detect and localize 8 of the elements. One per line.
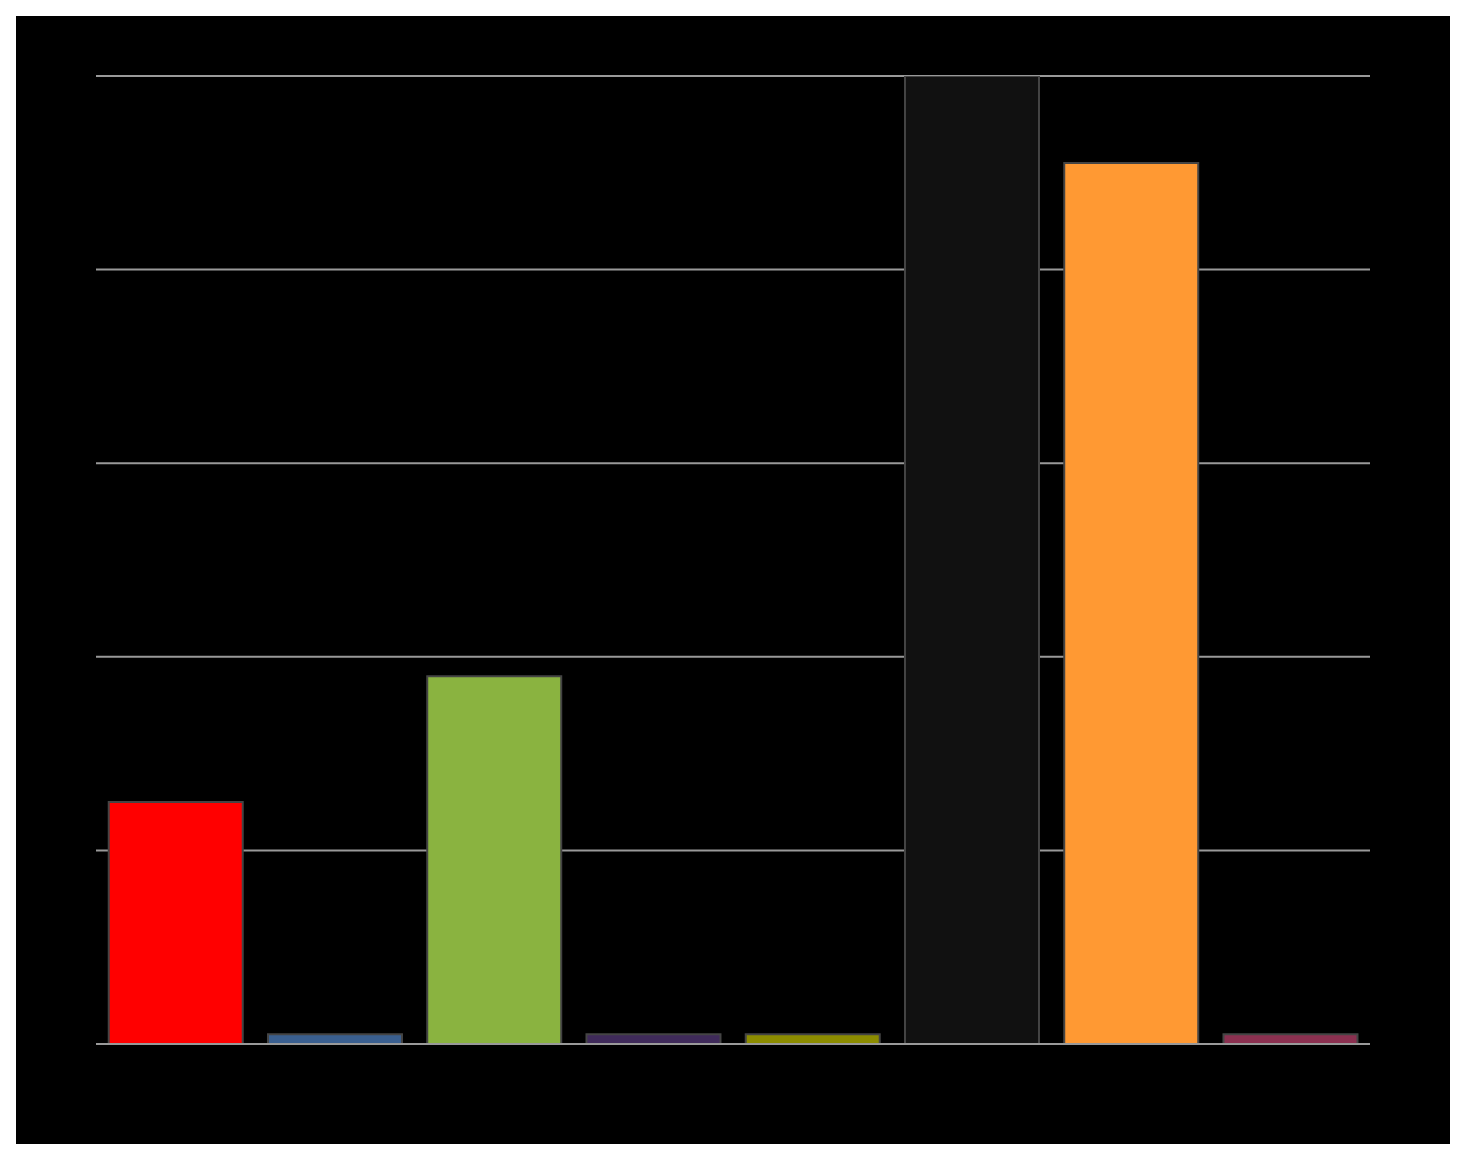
bar	[1063, 162, 1200, 1044]
bar	[744, 1033, 881, 1044]
bar	[107, 801, 244, 1044]
bar	[903, 76, 1040, 1044]
bar	[1222, 1033, 1359, 1044]
bar	[585, 1033, 722, 1044]
bar	[266, 1033, 403, 1044]
bar	[426, 675, 563, 1044]
